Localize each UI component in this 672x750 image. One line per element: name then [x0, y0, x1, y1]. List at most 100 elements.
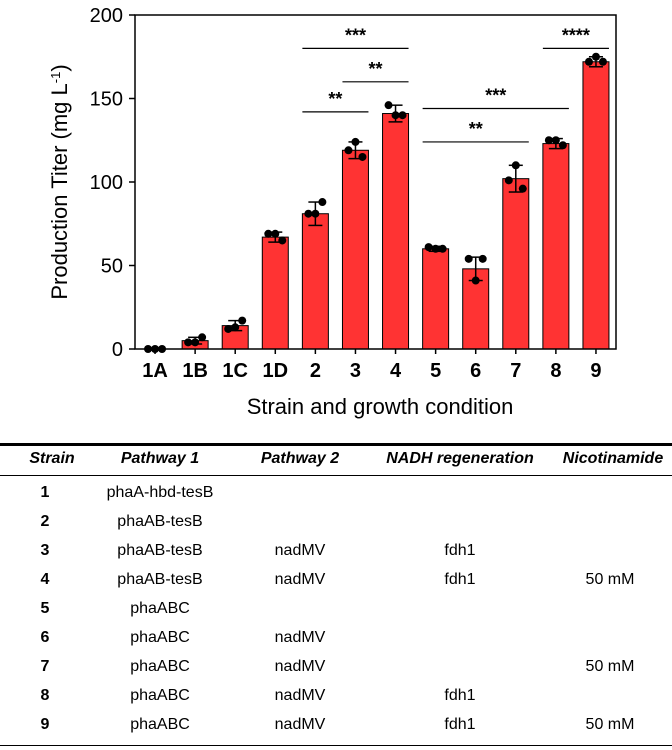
header-pathway-1: Pathway 1	[120, 450, 200, 467]
header-nadh-regeneration: NADH regeneration	[386, 450, 534, 467]
cell-pathway-2: nadMV	[274, 542, 326, 559]
bar-9	[582, 61, 610, 350]
cell-pathway-1: phaABC	[130, 716, 190, 733]
cell-pathway-1: phaABC	[130, 600, 190, 617]
bars-layer	[181, 61, 610, 350]
significance-label-4: ***	[485, 86, 506, 106]
bar-4	[382, 113, 410, 350]
cell-strain: 8	[40, 687, 50, 704]
point-5-3	[438, 244, 447, 253]
point-8-2	[551, 136, 560, 145]
cell-strain: 2	[40, 513, 50, 530]
point-2-1	[304, 209, 313, 218]
x-tick-label-6: 6	[470, 360, 481, 382]
bar-2	[301, 213, 329, 350]
cell-strain: 3	[40, 542, 50, 559]
cell-nadh-regeneration: fdh1	[444, 571, 476, 588]
table-top-rule	[0, 443, 672, 446]
point-1C-3	[238, 316, 247, 325]
x-tick-label-2: 2	[310, 360, 321, 382]
y-tick-label-100: 100	[90, 172, 123, 194]
point-5-1	[424, 243, 433, 252]
table-row: 3 phaAB-tesB nadMV fdh1	[0, 539, 672, 567]
x-tick-label-7: 7	[510, 360, 521, 382]
table-row: 7 phaABC nadMV 50 mM	[0, 655, 672, 683]
cell-nadh-regeneration: fdh1	[444, 716, 476, 733]
header-strain: Strain	[29, 450, 75, 467]
bar-7	[502, 178, 530, 350]
y-tick-label-150: 150	[90, 89, 123, 111]
cell-pathway-1: phaAB-tesB	[117, 513, 203, 530]
point-1B-2	[191, 338, 200, 347]
x-tick-label-3: 3	[350, 360, 361, 382]
cell-strain: 6	[40, 629, 50, 646]
cell-pathway-1: phaA-hbd-tesB	[106, 484, 214, 501]
table-bottom-rule	[0, 745, 672, 746]
point-2-3	[318, 198, 327, 207]
x-tick-label-8: 8	[550, 360, 561, 382]
cell-pathway-1: phaABC	[130, 658, 190, 675]
header-nicotinamide: Nicotinamide	[562, 450, 664, 467]
point-5-2	[431, 244, 440, 253]
cell-strain: 9	[40, 716, 50, 733]
table-row: 6 phaABC nadMV	[0, 626, 672, 654]
point-1D-3	[278, 236, 287, 245]
point-1D-2	[271, 229, 280, 238]
cell-nicotinamide: 50 mM	[585, 716, 635, 733]
cell-pathway-2: nadMV	[274, 629, 326, 646]
table-row: 9 phaABC nadMV fdh1 50 mM	[0, 713, 672, 741]
cell-nicotinamide: 50 mM	[585, 658, 635, 675]
cell-pathway-2: nadMV	[274, 716, 326, 733]
table-row: 2 phaAB-tesB	[0, 510, 672, 538]
point-3-1	[344, 146, 353, 155]
bar-3	[341, 149, 369, 350]
point-4-3	[398, 111, 407, 120]
bar-8	[542, 143, 570, 350]
table-row: 8 phaABC nadMV fdh1	[0, 684, 672, 712]
point-8-1	[544, 136, 553, 145]
significance-layer: ****************	[302, 25, 609, 143]
table-header-rule	[0, 475, 672, 476]
significance-label-6: ****	[562, 25, 590, 45]
x-tick-label-9: 9	[590, 360, 601, 382]
cell-strain: 1	[40, 484, 50, 501]
point-7-2	[511, 161, 520, 170]
y-axis: 0 50 100 150 200	[90, 5, 135, 361]
y-tick-label-0: 0	[112, 339, 123, 361]
cell-nadh-regeneration: fdh1	[444, 687, 476, 704]
cell-pathway-2: nadMV	[274, 687, 326, 704]
point-1C-2	[231, 323, 240, 332]
cell-pathway-1: phaABC	[130, 687, 190, 704]
significance-label-2: **	[328, 89, 342, 109]
point-6-3	[478, 254, 487, 263]
point-3-2	[351, 137, 360, 146]
x-tick-label-1D: 1D	[263, 360, 289, 382]
x-axis: 1A 1B 1C 1D 2 3 4 5 6 7 8 9	[142, 349, 602, 382]
x-axis-title: Strain and growth condition	[247, 394, 514, 419]
point-4-2	[391, 111, 400, 120]
point-9-1	[584, 57, 593, 66]
significance-label-5: **	[469, 119, 483, 139]
point-3-3	[358, 152, 367, 161]
point-2-2	[311, 209, 320, 218]
point-7-1	[504, 176, 513, 185]
bar-5	[422, 248, 450, 350]
header-pathway-2: Pathway 2	[260, 450, 340, 467]
table-row: 4 phaAB-tesB nadMV fdh1 50 mM	[0, 568, 672, 596]
significance-label-1: ***	[345, 25, 366, 45]
point-6-2	[471, 276, 480, 285]
cell-strain: 7	[40, 658, 50, 675]
point-8-3	[558, 141, 567, 150]
y-axis-title: Production Titer (mg L-1)	[47, 64, 72, 299]
bar-1D	[261, 236, 289, 350]
cell-pathway-1: phaAB-tesB	[117, 542, 203, 559]
error-bars-layer	[188, 56, 603, 345]
point-9-3	[598, 57, 607, 66]
cell-strain: 4	[40, 571, 50, 588]
y-tick-label-200: 200	[90, 5, 123, 27]
point-1D-1	[264, 229, 273, 238]
points-layer	[144, 52, 607, 353]
cell-pathway-2: nadMV	[274, 571, 326, 588]
x-tick-label-4: 4	[390, 360, 402, 382]
x-tick-label-1B: 1B	[182, 360, 208, 382]
